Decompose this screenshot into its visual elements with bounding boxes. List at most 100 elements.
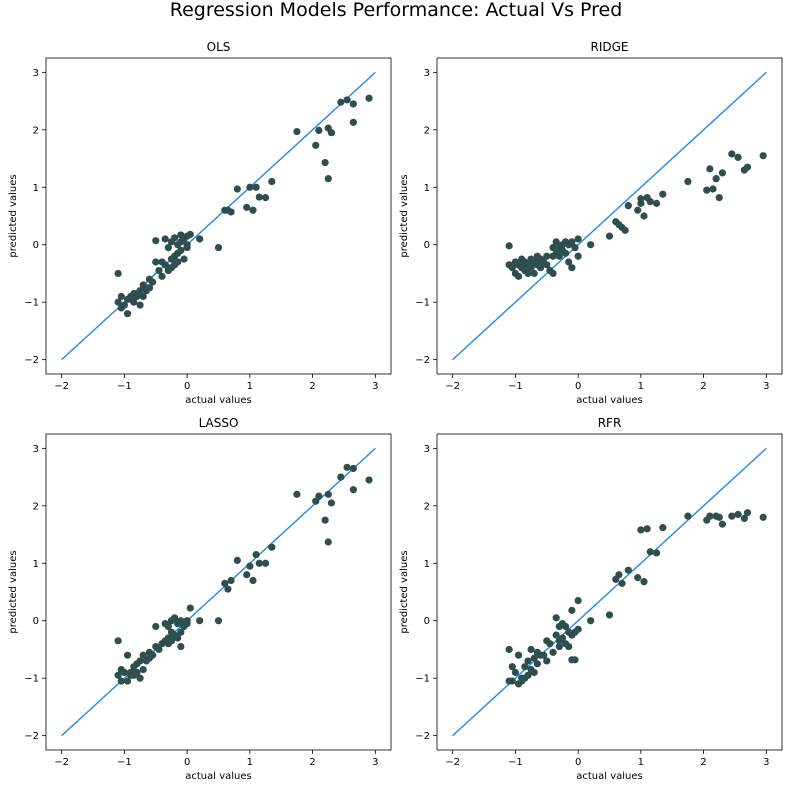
scatter-point (177, 246, 185, 255)
scatter-point (715, 194, 723, 202)
scatter-point (114, 637, 122, 645)
scatter-point (574, 252, 582, 260)
scatter-point (574, 235, 582, 243)
scatter-point (249, 576, 257, 585)
identity-line (61, 71, 376, 361)
scatter-point (139, 665, 147, 674)
scatter-point (728, 150, 736, 158)
y-tick-label: 1 (33, 183, 39, 194)
scatter-point (114, 671, 122, 679)
scatter-point (227, 576, 235, 585)
y-tick-label: −2 (24, 731, 39, 742)
scatter-point (568, 264, 576, 272)
scatter-point (728, 512, 736, 520)
axes-frame (45, 433, 392, 751)
scatter-point (508, 264, 516, 272)
y-tick-label: 1 (424, 183, 430, 194)
scatter-point (549, 648, 557, 656)
x-tick-label: 2 (700, 757, 706, 768)
x-tick-label: 3 (763, 757, 769, 768)
scatter-point (261, 559, 270, 567)
scatter-point (136, 301, 144, 309)
scatter-point (133, 668, 141, 677)
scatter-point (252, 551, 260, 559)
scatter-point (527, 645, 535, 654)
scatter-point (540, 651, 548, 659)
scatter-point (718, 169, 727, 177)
y-axis-label: predicted values (8, 174, 19, 257)
x-tick-label: 1 (638, 757, 644, 768)
y-tick-label: 1 (33, 559, 39, 570)
scatter-point (114, 269, 122, 278)
scatter-point (505, 645, 513, 654)
scatter-point (167, 637, 176, 645)
y-axis-label: predicted values (8, 550, 19, 633)
scatter-point (293, 490, 301, 498)
scatter-point (214, 244, 223, 252)
scatter-point (365, 476, 373, 484)
scatter-point (659, 524, 667, 532)
x-tick-label: 0 (184, 381, 190, 392)
scatter-point (337, 98, 345, 106)
y-tick-label: 2 (33, 125, 39, 136)
x-axis-label: actual values (185, 771, 252, 782)
scatter-point (152, 237, 160, 245)
scatter-point (327, 499, 336, 507)
y-tick-label: 2 (424, 501, 430, 512)
scatter-point (180, 255, 188, 263)
scatter-point (759, 513, 767, 521)
scatter-point (530, 269, 538, 278)
scatter-point (145, 284, 154, 292)
scatter-point (605, 232, 614, 240)
scatter-point (527, 264, 535, 272)
identity-line (61, 447, 376, 737)
scatter-point (246, 562, 254, 570)
scatter-point (505, 242, 513, 250)
scatter-point (618, 579, 626, 587)
scatter-point (249, 206, 257, 214)
subplot-lasso: LASSO −2 −1 0 1 2 3 −2 −1 0 1 2 3 actual values predic… (8, 416, 392, 782)
scatter-point (155, 266, 163, 275)
scatter-point (643, 525, 651, 533)
subplot-ols: OLS −2 −1 0 1 2 3 −2 −1 0 1 2 3 actual values predicte… (8, 40, 392, 406)
y-tick-label: 2 (33, 501, 39, 512)
y-tick-label: −2 (415, 731, 430, 742)
scatter-point (634, 206, 642, 214)
scatter-point (152, 258, 160, 266)
scatter-point (561, 622, 570, 631)
scatter-point (149, 651, 157, 659)
scatter-point (640, 212, 648, 220)
scatter-point (706, 512, 714, 520)
scatter-point (114, 298, 122, 306)
y-tick-label: 0 (424, 240, 430, 251)
identity-line (452, 71, 767, 361)
scatter-point (315, 126, 323, 134)
scatter-point (177, 628, 185, 636)
scatter-point (158, 272, 166, 280)
scatter-point (196, 235, 204, 243)
scatter-series (114, 94, 373, 318)
scatter-point (117, 677, 125, 685)
y-tick-label: 0 (424, 616, 430, 627)
scatter-series (114, 463, 373, 685)
subplot-grid: OLS −2 −1 0 1 2 3 −2 −1 0 1 2 3 actual values predicte… (8, 40, 783, 782)
scatter-point (555, 642, 563, 651)
scatter-point (268, 177, 276, 186)
scatter-point (568, 238, 576, 246)
x-tick-label: −1 (117, 757, 132, 768)
scatter-point (558, 634, 567, 642)
x-tick-label: −2 (54, 381, 69, 392)
scatter-point (174, 258, 182, 266)
scatter-point (186, 230, 194, 238)
x-tick-label: −2 (54, 757, 69, 768)
scatter-point (524, 671, 532, 679)
scatter-point (587, 241, 595, 249)
scatter-point (321, 158, 329, 167)
scatter-point (174, 634, 182, 642)
scatter-point (624, 566, 632, 574)
y-axis-label: predicted values (399, 174, 410, 257)
scatter-point (177, 642, 185, 651)
scatter-point (227, 208, 235, 216)
scatter-point (621, 226, 629, 234)
scatter-point (555, 252, 563, 260)
